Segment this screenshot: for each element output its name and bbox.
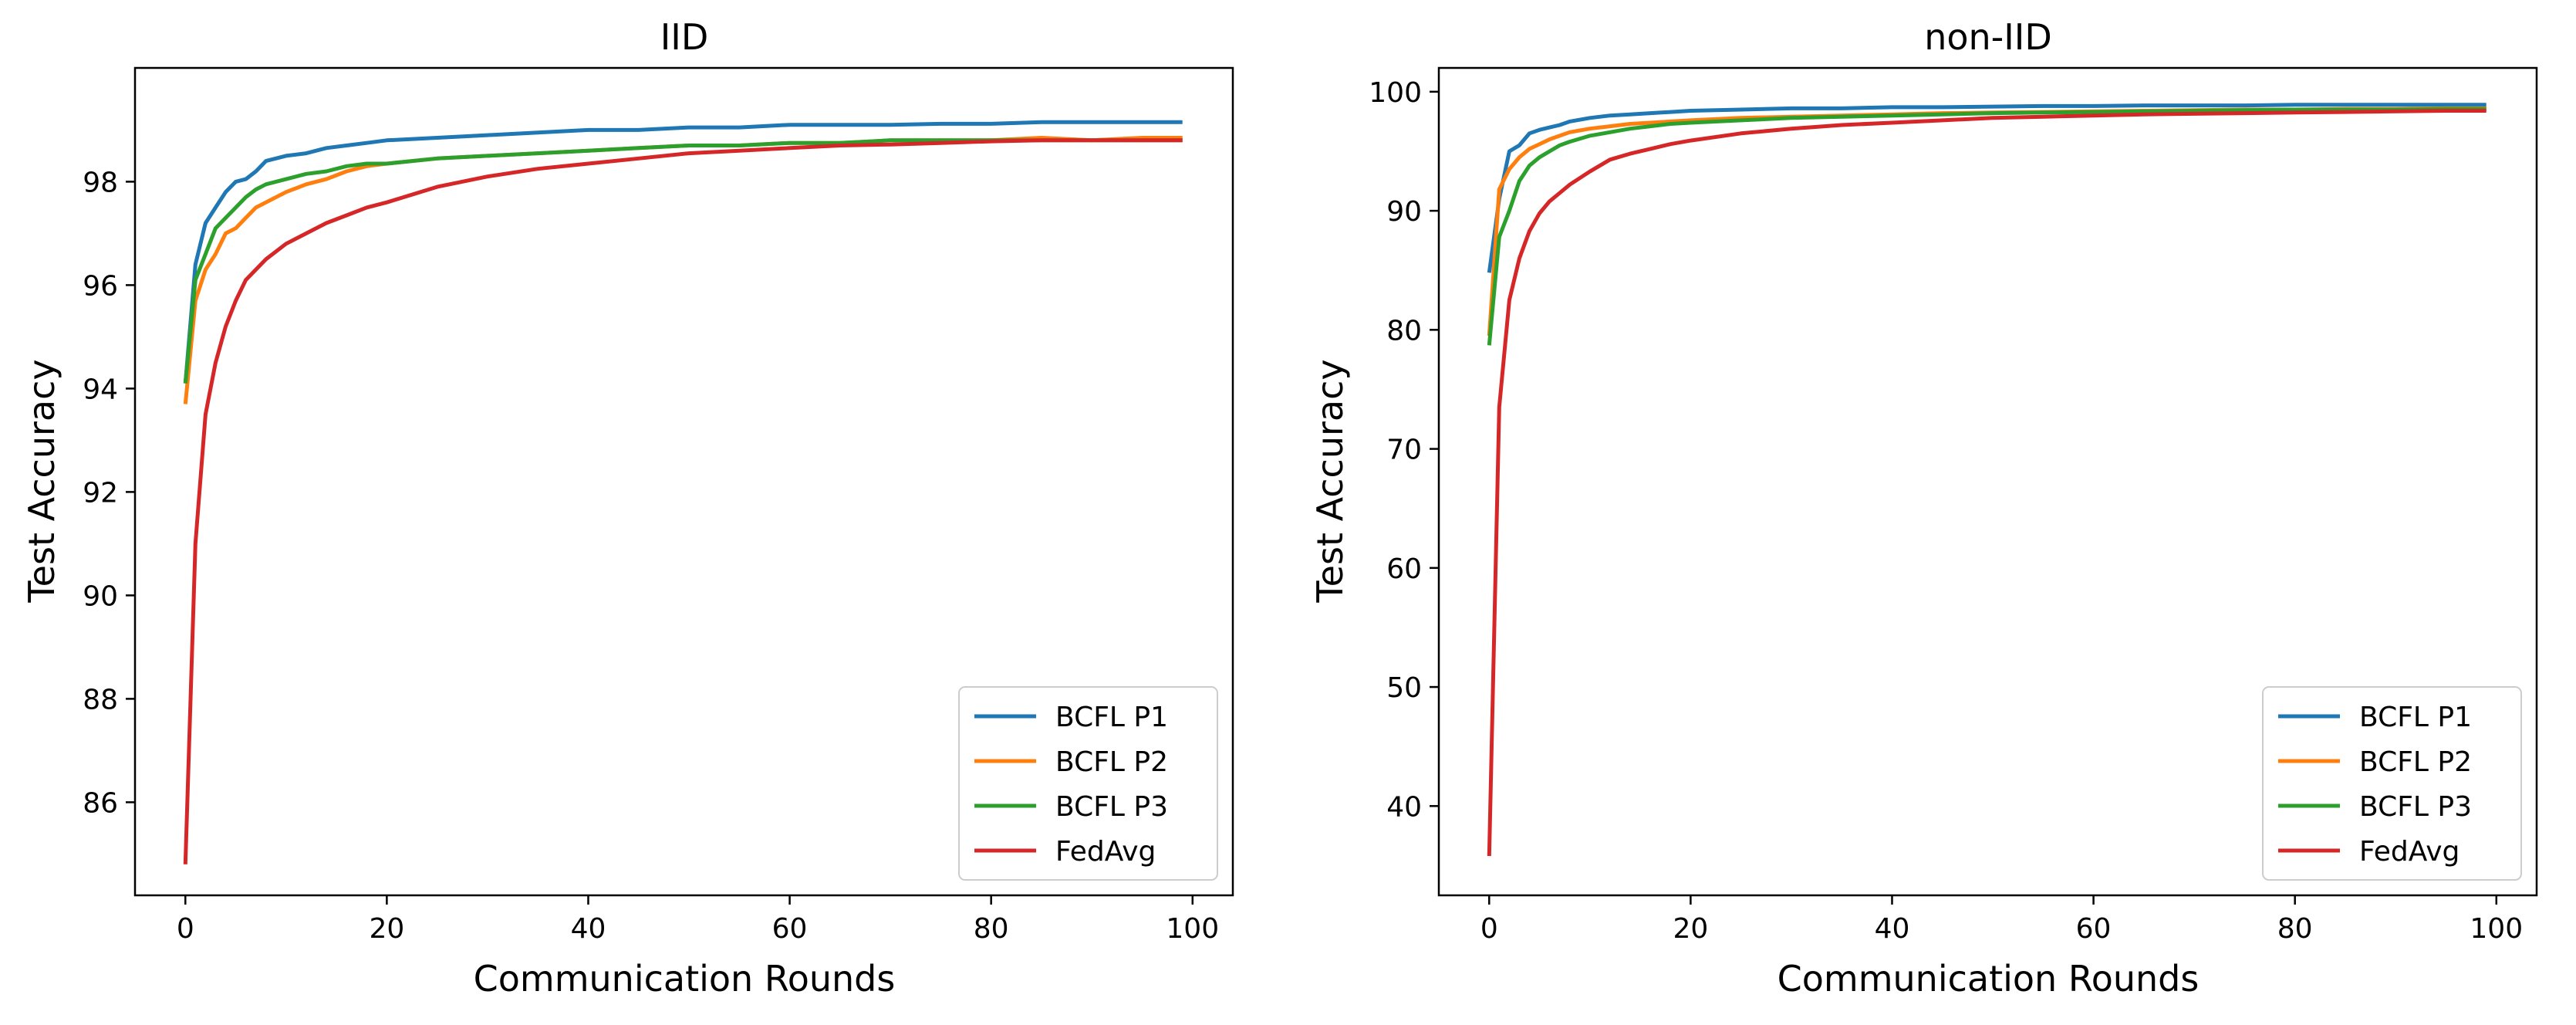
noniid-chart-title: non-IID (1924, 16, 2052, 58)
iid-legend-label: BCFL P2 (1055, 746, 1168, 778)
iid-legend-label: FedAvg (1055, 836, 1156, 868)
iid-x-tick-label: 100 (1166, 913, 1219, 945)
noniid-x-tick-label: 80 (2277, 913, 2313, 945)
noniid-legend-label: BCFL P2 (2359, 746, 2472, 778)
noniid-chart-panel: non-IID Communication Rounds Test Accura… (1309, 16, 2538, 1000)
noniid-x-tick-label: 20 (1673, 913, 1708, 945)
noniid-x-tick-label: 100 (2470, 913, 2523, 945)
iid-x-tick-label: 80 (974, 913, 1009, 945)
noniid-series-line-bcfl-p2 (1487, 106, 2487, 337)
iid-chart-panel: IID Communication Rounds Test Accuracy 0… (21, 16, 1234, 1000)
iid-x-tick-label: 20 (369, 913, 404, 945)
noniid-legend-label: BCFL P1 (2359, 702, 2472, 733)
iid-series-line-bcfl-p1 (183, 120, 1183, 384)
noniid-x-tick-label: 60 (2076, 913, 2112, 945)
iid-y-tick-label: 88 (83, 684, 118, 715)
noniid-legend-box (2262, 686, 2522, 881)
iid-series-line-bcfl-p2 (183, 136, 1183, 404)
noniid-y-tick-label: 50 (1386, 672, 1422, 704)
noniid-x-tick-label: 0 (1480, 913, 1498, 945)
noniid-y-tick-label: 90 (1386, 196, 1422, 228)
noniid-y-tick-label: 70 (1386, 435, 1422, 466)
iid-x-axis-label: Communication Rounds (474, 958, 896, 1000)
iid-legend: BCFL P1 BCFL P2 BCFL P3 FedAvg (958, 686, 1218, 881)
iid-axes-frame (133, 66, 1234, 897)
noniid-legend-label: BCFL P3 (2359, 791, 2472, 823)
iid-legend-label: BCFL P1 (1055, 702, 1168, 733)
iid-y-axis-label: Test Accuracy (21, 359, 62, 603)
iid-y-tick-label: 98 (83, 167, 118, 198)
iid-y-tick-label: 90 (83, 580, 118, 612)
iid-y-tick-label: 94 (83, 374, 118, 405)
iid-y-tick-label: 96 (83, 270, 118, 302)
noniid-y-tick-label: 40 (1386, 791, 1422, 823)
iid-series-line-bcfl-p3 (183, 138, 1183, 384)
iid-x-tick-label: 40 (571, 913, 606, 945)
noniid-y-axis-label: Test Accuracy (1309, 359, 1351, 603)
iid-y-tick-label: 86 (83, 787, 118, 819)
iid-legend-box (958, 686, 1218, 881)
noniid-y-tick-label: 60 (1386, 553, 1422, 585)
iid-x-tick-label: 60 (772, 913, 808, 945)
iid-series-line-fedavg (183, 138, 1183, 864)
noniid-series-line-fedavg (1487, 109, 2487, 857)
noniid-axes-frame (1437, 66, 2538, 897)
iid-x-tick-label: 0 (177, 913, 194, 945)
iid-chart-title: IID (660, 16, 709, 58)
iid-y-tick-label: 92 (83, 477, 118, 509)
noniid-y-tick-label: 80 (1386, 315, 1422, 347)
noniid-x-axis-label: Communication Rounds (1778, 958, 2200, 1000)
noniid-series-line-bcfl-p1 (1487, 103, 2487, 273)
noniid-legend-label: FedAvg (2359, 836, 2460, 868)
noniid-x-tick-label: 40 (1875, 913, 1910, 945)
noniid-series-line-bcfl-p3 (1487, 107, 2487, 346)
noniid-legend: BCFL P1 BCFL P2 BCFL P3 FedAvg (2262, 686, 2522, 881)
iid-legend-label: BCFL P3 (1055, 791, 1168, 823)
noniid-y-tick-label: 100 (1369, 77, 1422, 109)
